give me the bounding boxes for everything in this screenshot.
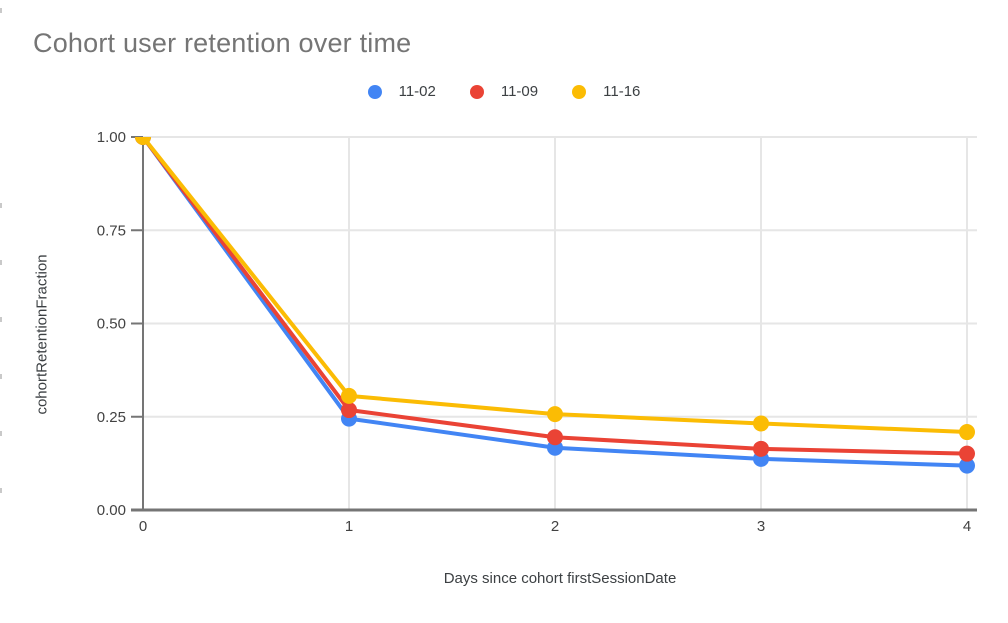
y-tick-label: 0.50 xyxy=(97,316,126,333)
edge-artifact-mark xyxy=(0,317,2,322)
legend-item-11-02[interactable]: 11-02 xyxy=(367,83,436,100)
data-point-11-16-day-0[interactable] xyxy=(135,129,151,145)
legend-dot-icon xyxy=(469,84,484,99)
legend-item-11-09[interactable]: 11-09 xyxy=(469,83,539,100)
data-point-11-16-day-4[interactable] xyxy=(959,424,975,441)
data-point-11-09-day-1[interactable] xyxy=(341,402,357,419)
edge-artifact-mark xyxy=(0,260,2,265)
chart-title: Cohort user retention over time xyxy=(33,28,412,58)
data-point-11-09-day-3[interactable] xyxy=(753,440,769,457)
edge-artifact-mark xyxy=(0,8,2,13)
legend-dot-icon xyxy=(572,84,587,99)
x-tick-label: 3 xyxy=(757,518,765,535)
y-tick-label: 0.00 xyxy=(97,502,126,519)
edge-artifact-mark xyxy=(0,374,2,379)
y-axis-title: cohortRetentionFraction xyxy=(33,254,51,415)
y-tick-label: 0.25 xyxy=(97,409,126,426)
legend-label: 11-02 xyxy=(398,83,436,100)
x-tick-label: 1 xyxy=(345,518,353,535)
edge-artifact-mark xyxy=(0,203,2,208)
data-point-11-09-day-2[interactable] xyxy=(547,429,563,446)
legend-label: 11-16 xyxy=(603,83,641,100)
x-tick-label: 0 xyxy=(139,518,147,535)
legend: 11-02 11-09 11-16 xyxy=(0,83,1008,100)
x-axis-title: Days since cohort firstSessionDate xyxy=(443,570,677,587)
x-tick-label: 2 xyxy=(551,518,559,535)
y-tick-label: 0.75 xyxy=(97,222,126,239)
data-point-11-16-day-2[interactable] xyxy=(547,406,563,423)
legend-label: 11-09 xyxy=(500,83,539,100)
edge-artifact-mark xyxy=(0,488,2,493)
legend-dot-icon xyxy=(367,84,382,99)
data-point-11-09-day-4[interactable] xyxy=(959,445,975,462)
x-tick-label: 4 xyxy=(963,518,971,535)
y-tick-label: 1.00 xyxy=(97,129,126,146)
legend-item-11-16[interactable]: 11-16 xyxy=(572,83,640,100)
edge-artifact-mark xyxy=(0,431,2,436)
data-point-11-16-day-1[interactable] xyxy=(341,387,357,404)
data-point-11-02-day-4[interactable] xyxy=(959,457,975,474)
data-point-11-16-day-3[interactable] xyxy=(753,415,769,432)
